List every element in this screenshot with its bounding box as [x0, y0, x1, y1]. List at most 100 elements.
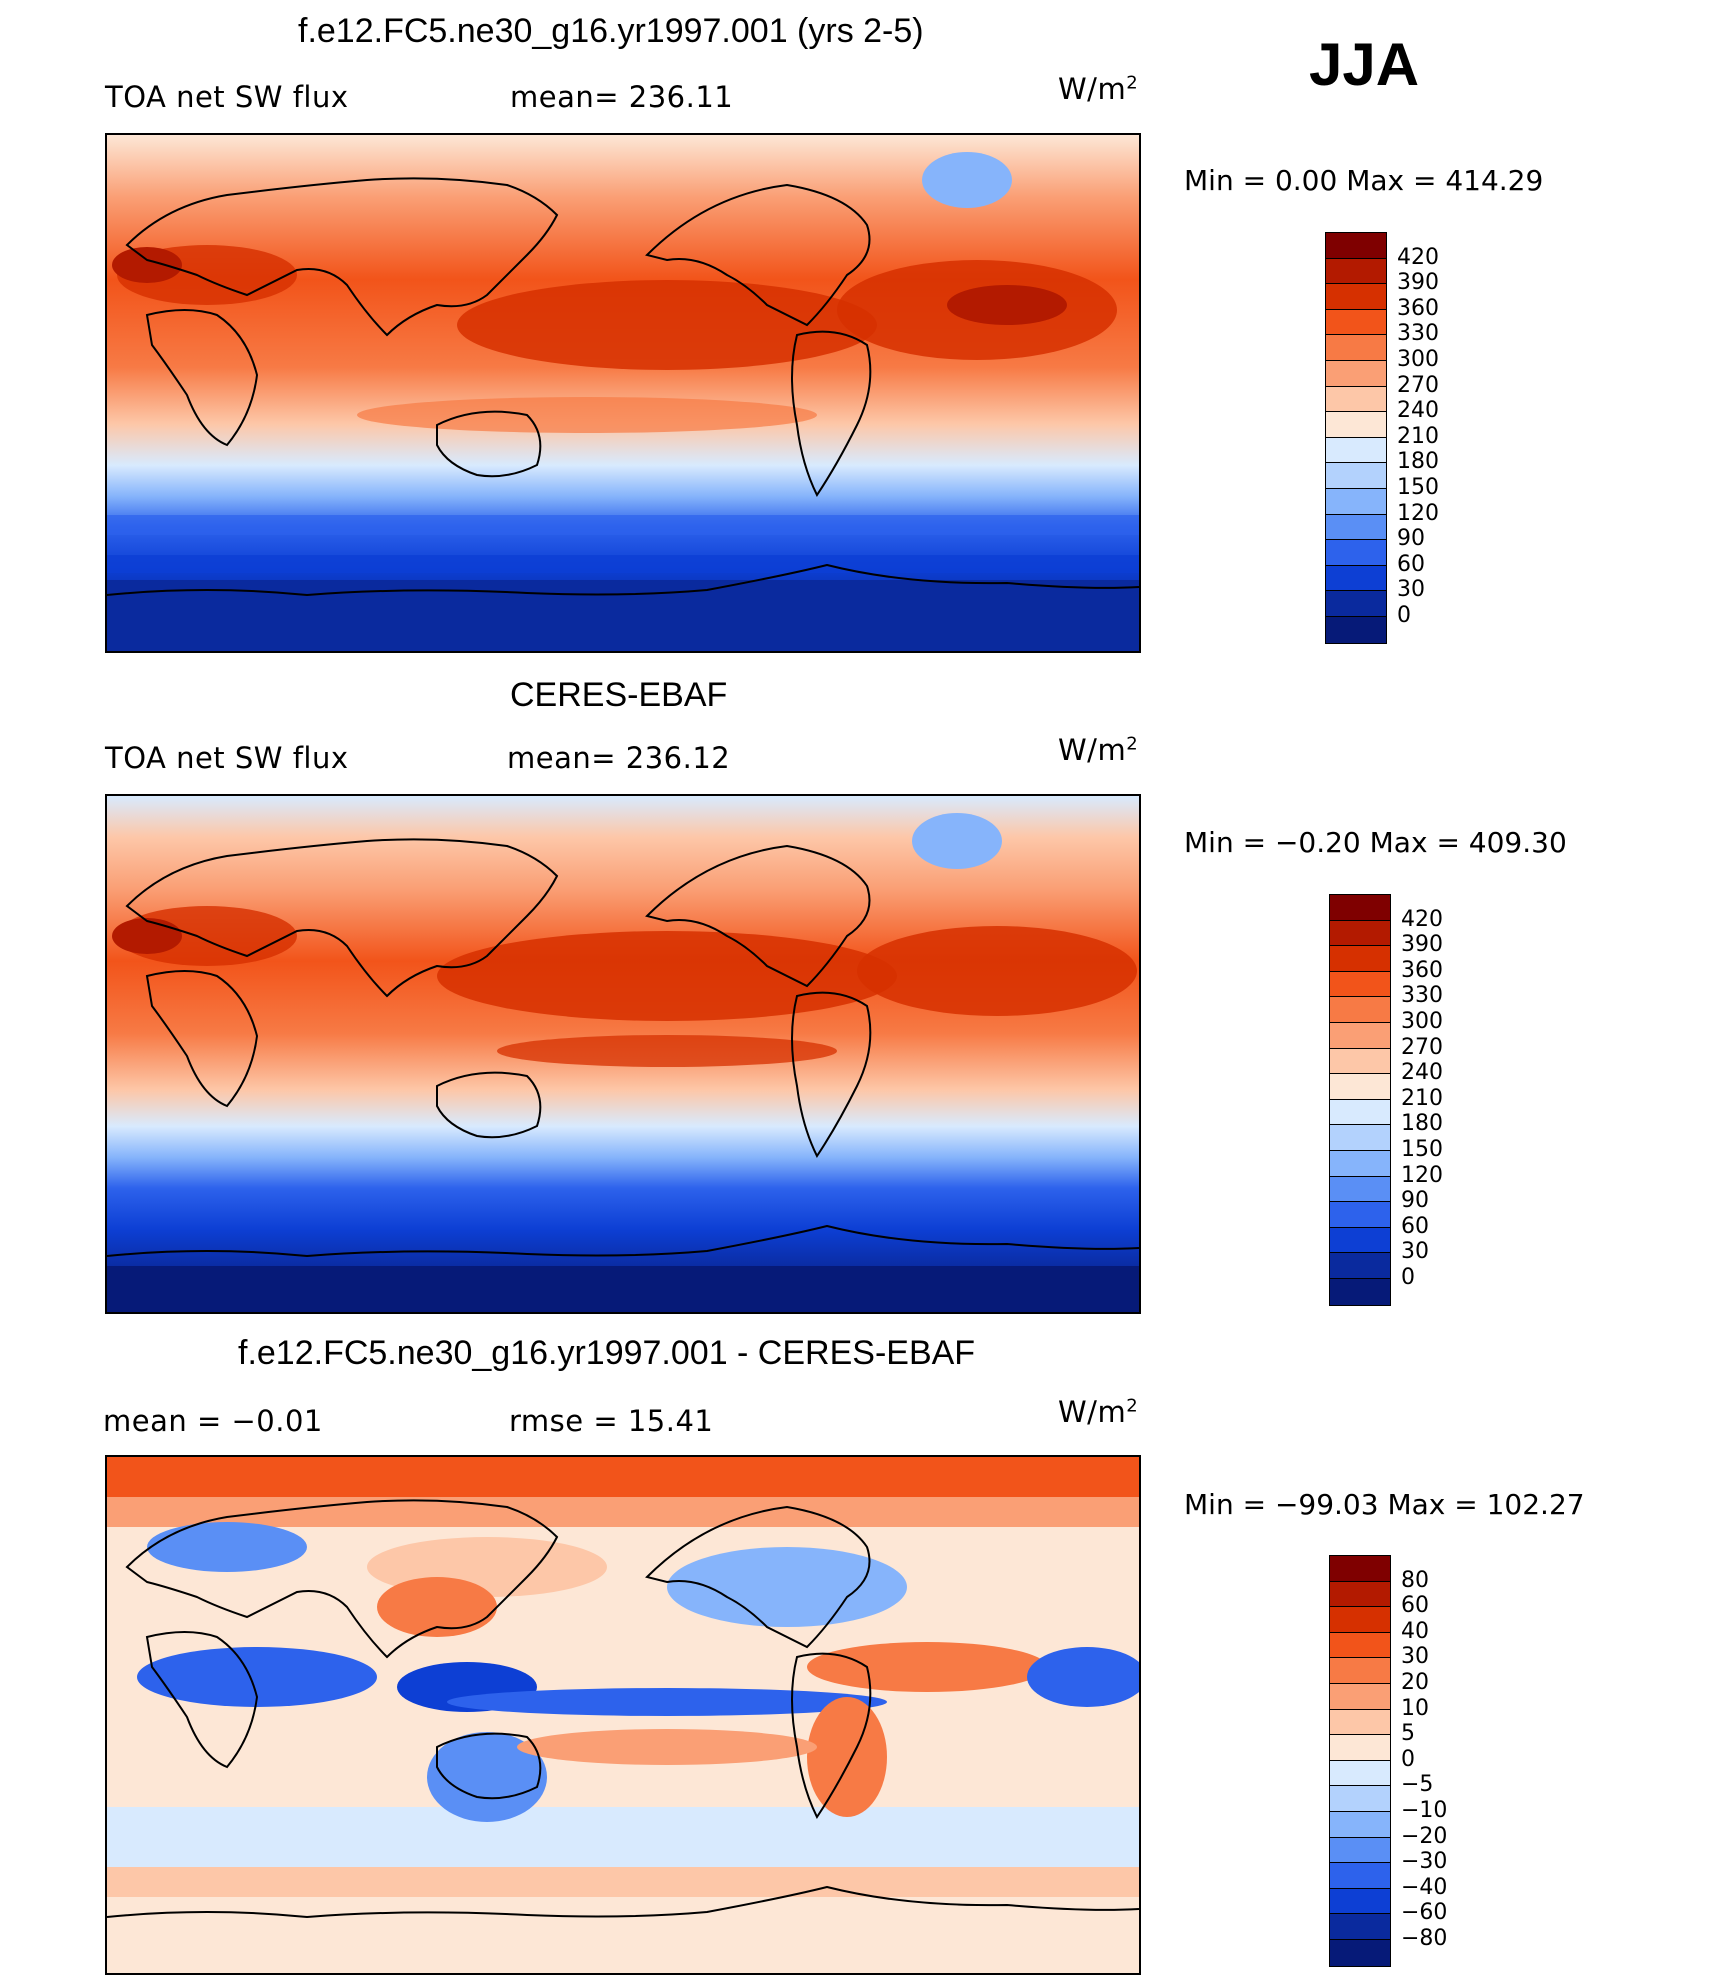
- colorbar-tick-label: 60: [1397, 551, 1425, 577]
- colorbar-tick-label: 360: [1401, 957, 1443, 983]
- panel-2-minmax: Min = −0.20 Max = 409.30: [1184, 826, 1567, 859]
- panel-1-title: f.e12.FC5.ne30_g16.yr1997.001 (yrs 2-5): [298, 12, 924, 50]
- colorbar-tick-label: 150: [1401, 1137, 1443, 1162]
- colorbar-swatch: [1326, 386, 1386, 413]
- colorbar-swatch: [1330, 1099, 1390, 1126]
- colorbar-swatch: [1326, 488, 1386, 515]
- colorbar-swatch: [1330, 895, 1390, 921]
- colorbar-swatch: [1330, 1253, 1390, 1279]
- colorbar-swatch: [1330, 1658, 1390, 1684]
- colorbar-tick-label: 180: [1401, 1111, 1443, 1137]
- colorbar-swatch: [1330, 1888, 1390, 1915]
- colorbar-swatch: [1330, 1074, 1390, 1100]
- colorbar-swatch: [1330, 997, 1390, 1023]
- colorbar-tick-label: 40: [1401, 1618, 1429, 1644]
- colorbar-swatch: [1330, 1022, 1390, 1049]
- colorbar-swatch: [1326, 335, 1386, 361]
- panel-1-units: W/m2: [1058, 72, 1139, 106]
- colorbar-tick-label: 90: [1397, 526, 1425, 552]
- colorbar-swatch: [1326, 565, 1386, 592]
- panel-2-mean-label: mean= 236.12: [507, 741, 731, 775]
- colorbar-swatch: [1330, 1125, 1390, 1151]
- colorbar-tick-label: 30: [1397, 577, 1425, 603]
- panel-2-units: W/m2: [1058, 733, 1139, 767]
- colorbar-tick-label: 180: [1397, 449, 1439, 475]
- colorbar-swatch: [1330, 1811, 1390, 1838]
- colorbar-swatch: [1330, 1048, 1390, 1075]
- colorbar-swatch: [1330, 1632, 1390, 1659]
- colorbar-swatch: [1330, 1607, 1390, 1633]
- colorbar-swatch: [1326, 463, 1386, 489]
- colorbar-tick-label: −20: [1401, 1823, 1448, 1849]
- colorbar-swatch: [1330, 1760, 1390, 1787]
- colorbar-swatch: [1330, 1278, 1390, 1305]
- colorbar-tick-label: −40: [1401, 1874, 1448, 1900]
- colorbar-tick-label: 60: [1401, 1213, 1429, 1239]
- colorbar-swatch: [1326, 591, 1386, 617]
- colorbar-swatch: [1326, 360, 1386, 387]
- colorbar-tick-label: 20: [1401, 1670, 1429, 1695]
- panel-1-map: [105, 133, 1141, 653]
- colorbar-swatch: [1330, 1683, 1390, 1710]
- colorbar-tick-label: 30: [1401, 1644, 1429, 1670]
- colorbar-swatch: [1330, 971, 1390, 998]
- colorbar-swatch: [1326, 514, 1386, 541]
- colorbar-swatch: [1330, 1581, 1390, 1608]
- colorbar-tick-label: 5: [1401, 1721, 1415, 1747]
- colorbar-swatch: [1326, 616, 1386, 643]
- colorbar-swatch: [1326, 309, 1386, 336]
- colorbar-swatch: [1330, 1227, 1390, 1254]
- season-label: JJA: [1309, 31, 1420, 98]
- colorbar-tick-label: 120: [1401, 1162, 1443, 1188]
- colorbar-tick-label: 30: [1401, 1239, 1429, 1265]
- colorbar-tick-label: 0: [1401, 1746, 1415, 1772]
- colorbar-swatch: [1330, 1837, 1390, 1864]
- colorbar-swatch: [1330, 1939, 1390, 1966]
- colorbar-tick-label: 150: [1397, 475, 1439, 500]
- colorbar-tick-label: 80: [1401, 1567, 1429, 1593]
- colorbar-swatch: [1326, 437, 1386, 464]
- panel-1-variable-label: TOA net SW flux: [105, 80, 349, 114]
- colorbar-swatch: [1330, 1735, 1390, 1761]
- colorbar-tick-label: 240: [1397, 398, 1439, 424]
- colorbar-tick-label: 90: [1401, 1188, 1429, 1214]
- colorbar-tick-label: 210: [1397, 423, 1439, 449]
- colorbar-tick-label: −5: [1401, 1772, 1434, 1798]
- colorbar-tick-label: 330: [1401, 983, 1443, 1009]
- colorbar-swatch: [1330, 1914, 1390, 1940]
- colorbar-swatch: [1326, 233, 1386, 259]
- colorbar-tick-label: 330: [1397, 321, 1439, 347]
- colorbar-swatch: [1330, 946, 1390, 972]
- colorbar-swatch: [1330, 1202, 1390, 1228]
- panel-3-units: W/m2: [1058, 1395, 1139, 1429]
- colorbar-tick-label: −60: [1401, 1900, 1448, 1926]
- colorbar-swatch: [1330, 1556, 1390, 1582]
- colorbar-tick-label: 420: [1397, 244, 1439, 270]
- colorbar-tick-label: −80: [1401, 1926, 1448, 1951]
- colorbar-tick-label: 60: [1401, 1593, 1429, 1619]
- panel-3-rmse-label: rmse = 15.41: [509, 1404, 714, 1438]
- panel-1-minmax: Min = 0.00 Max = 414.29: [1184, 164, 1544, 197]
- panel-3-map: [105, 1455, 1141, 1975]
- colorbar-tick-label: 210: [1401, 1085, 1443, 1111]
- panel-3-mean-label: mean = −0.01: [103, 1404, 323, 1438]
- panel-2-title: CERES-EBAF: [510, 676, 728, 714]
- colorbar-tick-label: 390: [1401, 932, 1443, 958]
- colorbar-swatch: [1330, 1709, 1390, 1736]
- colorbar-tick-label: 240: [1401, 1060, 1443, 1086]
- colorbar-swatch: [1326, 258, 1386, 285]
- colorbar-swatch: [1330, 1176, 1390, 1203]
- colorbar-swatch: [1326, 284, 1386, 310]
- colorbar-swatch: [1330, 1786, 1390, 1812]
- colorbar-tick-label: 0: [1401, 1265, 1415, 1290]
- colorbar-tick-label: 300: [1401, 1009, 1443, 1034]
- panel-3-minmax: Min = −99.03 Max = 102.27: [1184, 1488, 1585, 1521]
- colorbar-tick-label: −30: [1401, 1849, 1448, 1875]
- colorbar-tick-label: 420: [1401, 906, 1443, 932]
- colorbar-tick-label: 300: [1397, 347, 1439, 372]
- colorbar-swatch: [1326, 540, 1386, 566]
- colorbar-swatch: [1326, 412, 1386, 438]
- colorbar-swatch: [1330, 1863, 1390, 1889]
- colorbar-swatch: [1330, 1150, 1390, 1177]
- colorbar-tick-label: 270: [1401, 1034, 1443, 1060]
